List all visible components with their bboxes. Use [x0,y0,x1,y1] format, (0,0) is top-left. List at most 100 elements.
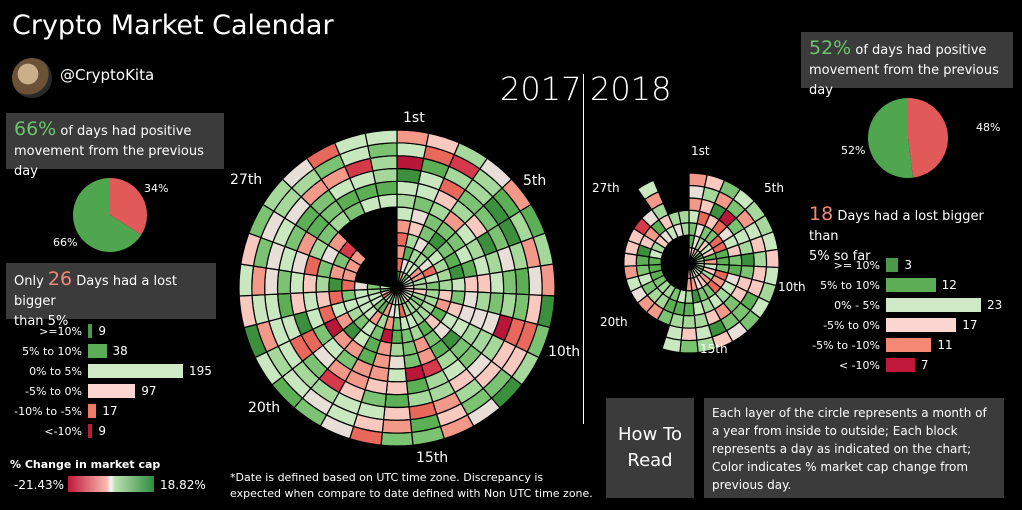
year-divider [583,74,584,424]
bar-row: < -10% 7 [806,357,929,373]
bar-row: >= 10% 3 [806,257,912,273]
day-label-27th: 27th [230,172,262,188]
pie-neg-label: 34% [144,182,168,195]
positive-text-b: movement from the previous day [809,63,999,98]
bar-value: 12 [941,278,957,292]
radial-2017-day-block [238,263,255,297]
day-label-20th: 20th [600,315,628,329]
bar-value: 9 [98,424,107,438]
day-label-10th: 10th [548,344,580,360]
radial-2017-day-block [377,193,398,210]
bar-row: -5% to -10% 11 [806,337,953,353]
radial-2017-day-block [380,431,414,447]
bar-row: -5% to 0% 97 [6,383,157,399]
bar-value: 195 [189,364,212,378]
note-line-b: expected when compare to date defined wi… [230,487,593,500]
timezone-note: *Date is defined based on UTC time zone.… [230,470,593,502]
radial-2018-day-block [686,265,692,280]
loss-text-a: Days had a lost bigger than [809,209,984,244]
bar-value: 17 [962,318,978,332]
bar [88,384,136,398]
radial-2017-day-block [386,367,408,383]
loss-count: 26 [47,268,73,290]
bar [886,298,981,312]
radial-2018-day-block [623,265,639,281]
bar-row: -5% to 0% 17 [806,317,977,333]
radial-calendar-2018: 1st 5th 10th 15th 20th 27th [592,144,806,356]
year-2017: 2017 [500,70,582,108]
radial-2017-day-block [276,269,293,295]
positive-days-box-2018: 52% of days had positive movement from t… [801,32,1013,98]
radial-2017-day-block [353,280,369,291]
radial-2018-day-block [688,172,708,188]
loss-count: 18 [809,203,834,225]
positive-text-a: of days had positive [60,124,192,139]
pie-2017: 34% 66% [53,178,168,252]
radial-2018-day-block [715,256,730,266]
radial-2017-day-block [384,393,410,409]
pie-2017-slice-positive [73,178,142,252]
how-to-read-title: How To Read [606,398,694,498]
day-label-20th: 20th [248,400,280,416]
bar-value: 97 [141,384,157,398]
pie-pos-label: 52% [841,144,865,157]
radial-2017-day-block [451,276,466,293]
radial-2017-day-block [315,275,331,293]
bar [88,344,107,358]
day-label-5th: 5th [523,173,546,189]
radial-2017-day-block [539,263,556,297]
bar-row: 0% - 5% 23 [806,297,1002,313]
pie-2017-slice-negative [110,178,147,235]
radial-2017-day-block [379,284,394,290]
radial-2017-day-block [396,129,430,147]
radial-2018-day-block [752,250,768,268]
pie-2018-slice-positive [868,98,914,178]
bar [88,364,183,378]
radial-2017-day-block [514,267,530,296]
bar-label: -10% to -5% [14,404,82,418]
radial-2017-day-block [364,129,398,147]
positive-pct: 66% [14,118,57,140]
positive-days-box-2017: 66% of days had positive movement from t… [6,113,224,179]
bar [886,318,957,332]
radial-2017-day-block [489,271,505,295]
pie-pos-label: 66% [53,236,77,249]
year-2018: 2018 [590,70,672,108]
legend-gradient [68,476,154,492]
radial-2017-day-block [385,380,409,396]
page-title: Crypto Market Calendar [12,10,334,41]
bar-row: 5% to 10% 38 [6,343,128,359]
radial-2018-day-block [740,252,755,267]
radial-2017-day-block [438,278,453,292]
radial-2017-day-block [476,273,492,294]
bar [88,404,97,418]
radial-2018-day-block [636,179,660,201]
radial-2017-day-block [388,355,406,370]
bar [886,338,932,352]
bar-label: -5% to 0% [823,318,880,332]
loss-days-box-2018: 18 Days had a lost bigger than 5% so far [801,198,1013,264]
radial-2018-day-block [681,314,697,329]
bar-row: 5% to 10% 12 [806,277,957,293]
bar [88,324,93,338]
loss-text-a: Days had a lost bigger [14,274,177,309]
legend-min: -21.43% [14,478,65,492]
bar-label: -5% to -10% [812,338,880,352]
radial-2017-day-block [425,280,441,291]
radial-2018-day-block [679,339,699,354]
radial-2017-day-block [382,406,412,421]
positive-text-a: of days had positive [855,43,987,58]
note-line-a: *Date is defined based on UTC time zone.… [230,471,544,484]
radial-2017-day-block [463,275,479,293]
loss-days-box-2017: Only 26 Days had a lost bigger than 5% [6,263,216,329]
day-label-15th: 15th [700,342,728,356]
loss-text-b: 5% so far [809,249,871,264]
loss-text-b: than 5% [14,314,69,329]
day-label-10th: 10th [778,280,806,294]
bar [88,424,93,438]
bar-row: 0% to 5% 195 [6,363,212,379]
legend-max: 18.82% [160,478,206,492]
loss-prefix: Only [14,274,44,289]
bar-label: 0% - 5% [834,298,880,312]
radial-2018-day-block [728,254,743,267]
